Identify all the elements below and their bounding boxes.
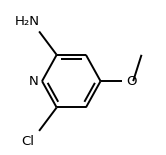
Text: Cl: Cl bbox=[21, 135, 34, 148]
Text: N: N bbox=[29, 75, 39, 88]
Text: O: O bbox=[126, 75, 137, 88]
Text: H₂N: H₂N bbox=[15, 15, 40, 28]
